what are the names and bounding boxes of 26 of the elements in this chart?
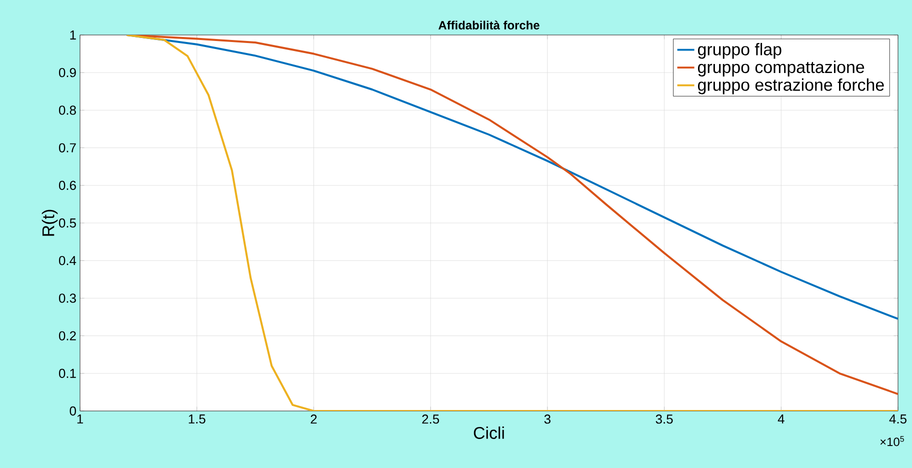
legend-label: gruppo estrazione forche [698, 78, 884, 94]
x-tick-label: 4 [778, 414, 784, 424]
y-tick-label: 0.7 [58, 143, 76, 152]
x-tick-label: 1 [77, 414, 83, 424]
y-tick-label: 0 [70, 406, 76, 416]
y-tick-label: 0.9 [58, 68, 76, 78]
x-tick-label: 4.5 [889, 414, 906, 424]
y-tick-label: 0.2 [58, 331, 76, 340]
y-tick-label: 0.6 [58, 180, 76, 190]
text: ×10$^{5}$ [880, 436, 904, 446]
y-tick-label: 0.3 [58, 294, 76, 303]
chart-title: Affidabilità forche [438, 20, 540, 30]
y-tick-label: 1 [70, 30, 76, 40]
x-tick-label: 3.5 [656, 414, 673, 424]
y-tick-label: 0.1 [58, 368, 76, 378]
x-tick-label: 3 [544, 414, 550, 424]
legend-label: gruppo compattazione [698, 60, 864, 76]
y-tick-label: 0.8 [58, 106, 76, 115]
legend-label: gruppo flap [698, 42, 782, 59]
x-tick-label: 2.5 [422, 414, 440, 424]
y-tick-label: 0.4 [58, 256, 76, 266]
y-axis-title: R(t) [42, 210, 58, 236]
x-tick-label: 2 [310, 414, 317, 424]
x-tick-label: 1.5 [188, 414, 206, 424]
y-tick-label: 0.5 [58, 218, 76, 228]
x-axis-title: Cicli [474, 426, 504, 439]
